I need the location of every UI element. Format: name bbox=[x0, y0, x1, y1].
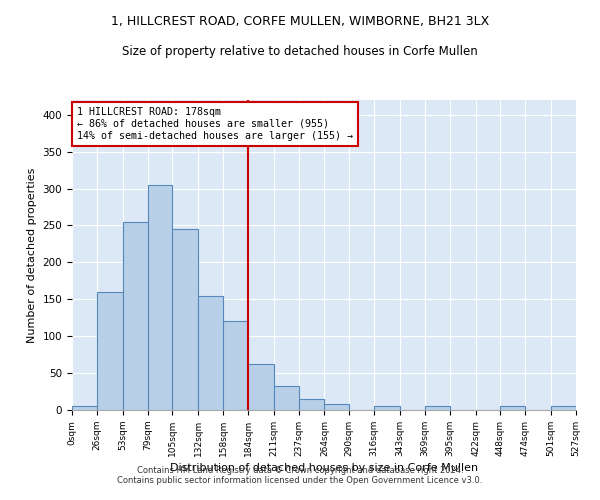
Text: 1 HILLCREST ROAD: 178sqm
← 86% of detached houses are smaller (955)
14% of semi-: 1 HILLCREST ROAD: 178sqm ← 86% of detach… bbox=[77, 108, 353, 140]
Text: 1, HILLCREST ROAD, CORFE MULLEN, WIMBORNE, BH21 3LX: 1, HILLCREST ROAD, CORFE MULLEN, WIMBORN… bbox=[111, 15, 489, 28]
Bar bbox=[72, 406, 97, 410]
Y-axis label: Number of detached properties: Number of detached properties bbox=[27, 168, 37, 342]
Bar bbox=[97, 292, 122, 410]
X-axis label: Distribution of detached houses by size in Corfe Mullen: Distribution of detached houses by size … bbox=[170, 463, 478, 473]
Bar bbox=[500, 406, 526, 410]
Bar bbox=[299, 399, 325, 410]
Bar bbox=[172, 229, 198, 410]
Bar bbox=[325, 404, 349, 410]
Bar bbox=[425, 406, 450, 410]
Text: Contains HM Land Registry data © Crown copyright and database right 2024.
Contai: Contains HM Land Registry data © Crown c… bbox=[118, 466, 482, 485]
Bar bbox=[248, 364, 274, 410]
Bar bbox=[148, 185, 172, 410]
Bar bbox=[198, 296, 223, 410]
Bar bbox=[122, 222, 148, 410]
Bar bbox=[223, 322, 248, 410]
Bar bbox=[274, 386, 299, 410]
Bar bbox=[551, 406, 576, 410]
Text: Size of property relative to detached houses in Corfe Mullen: Size of property relative to detached ho… bbox=[122, 45, 478, 58]
Bar bbox=[374, 406, 400, 410]
